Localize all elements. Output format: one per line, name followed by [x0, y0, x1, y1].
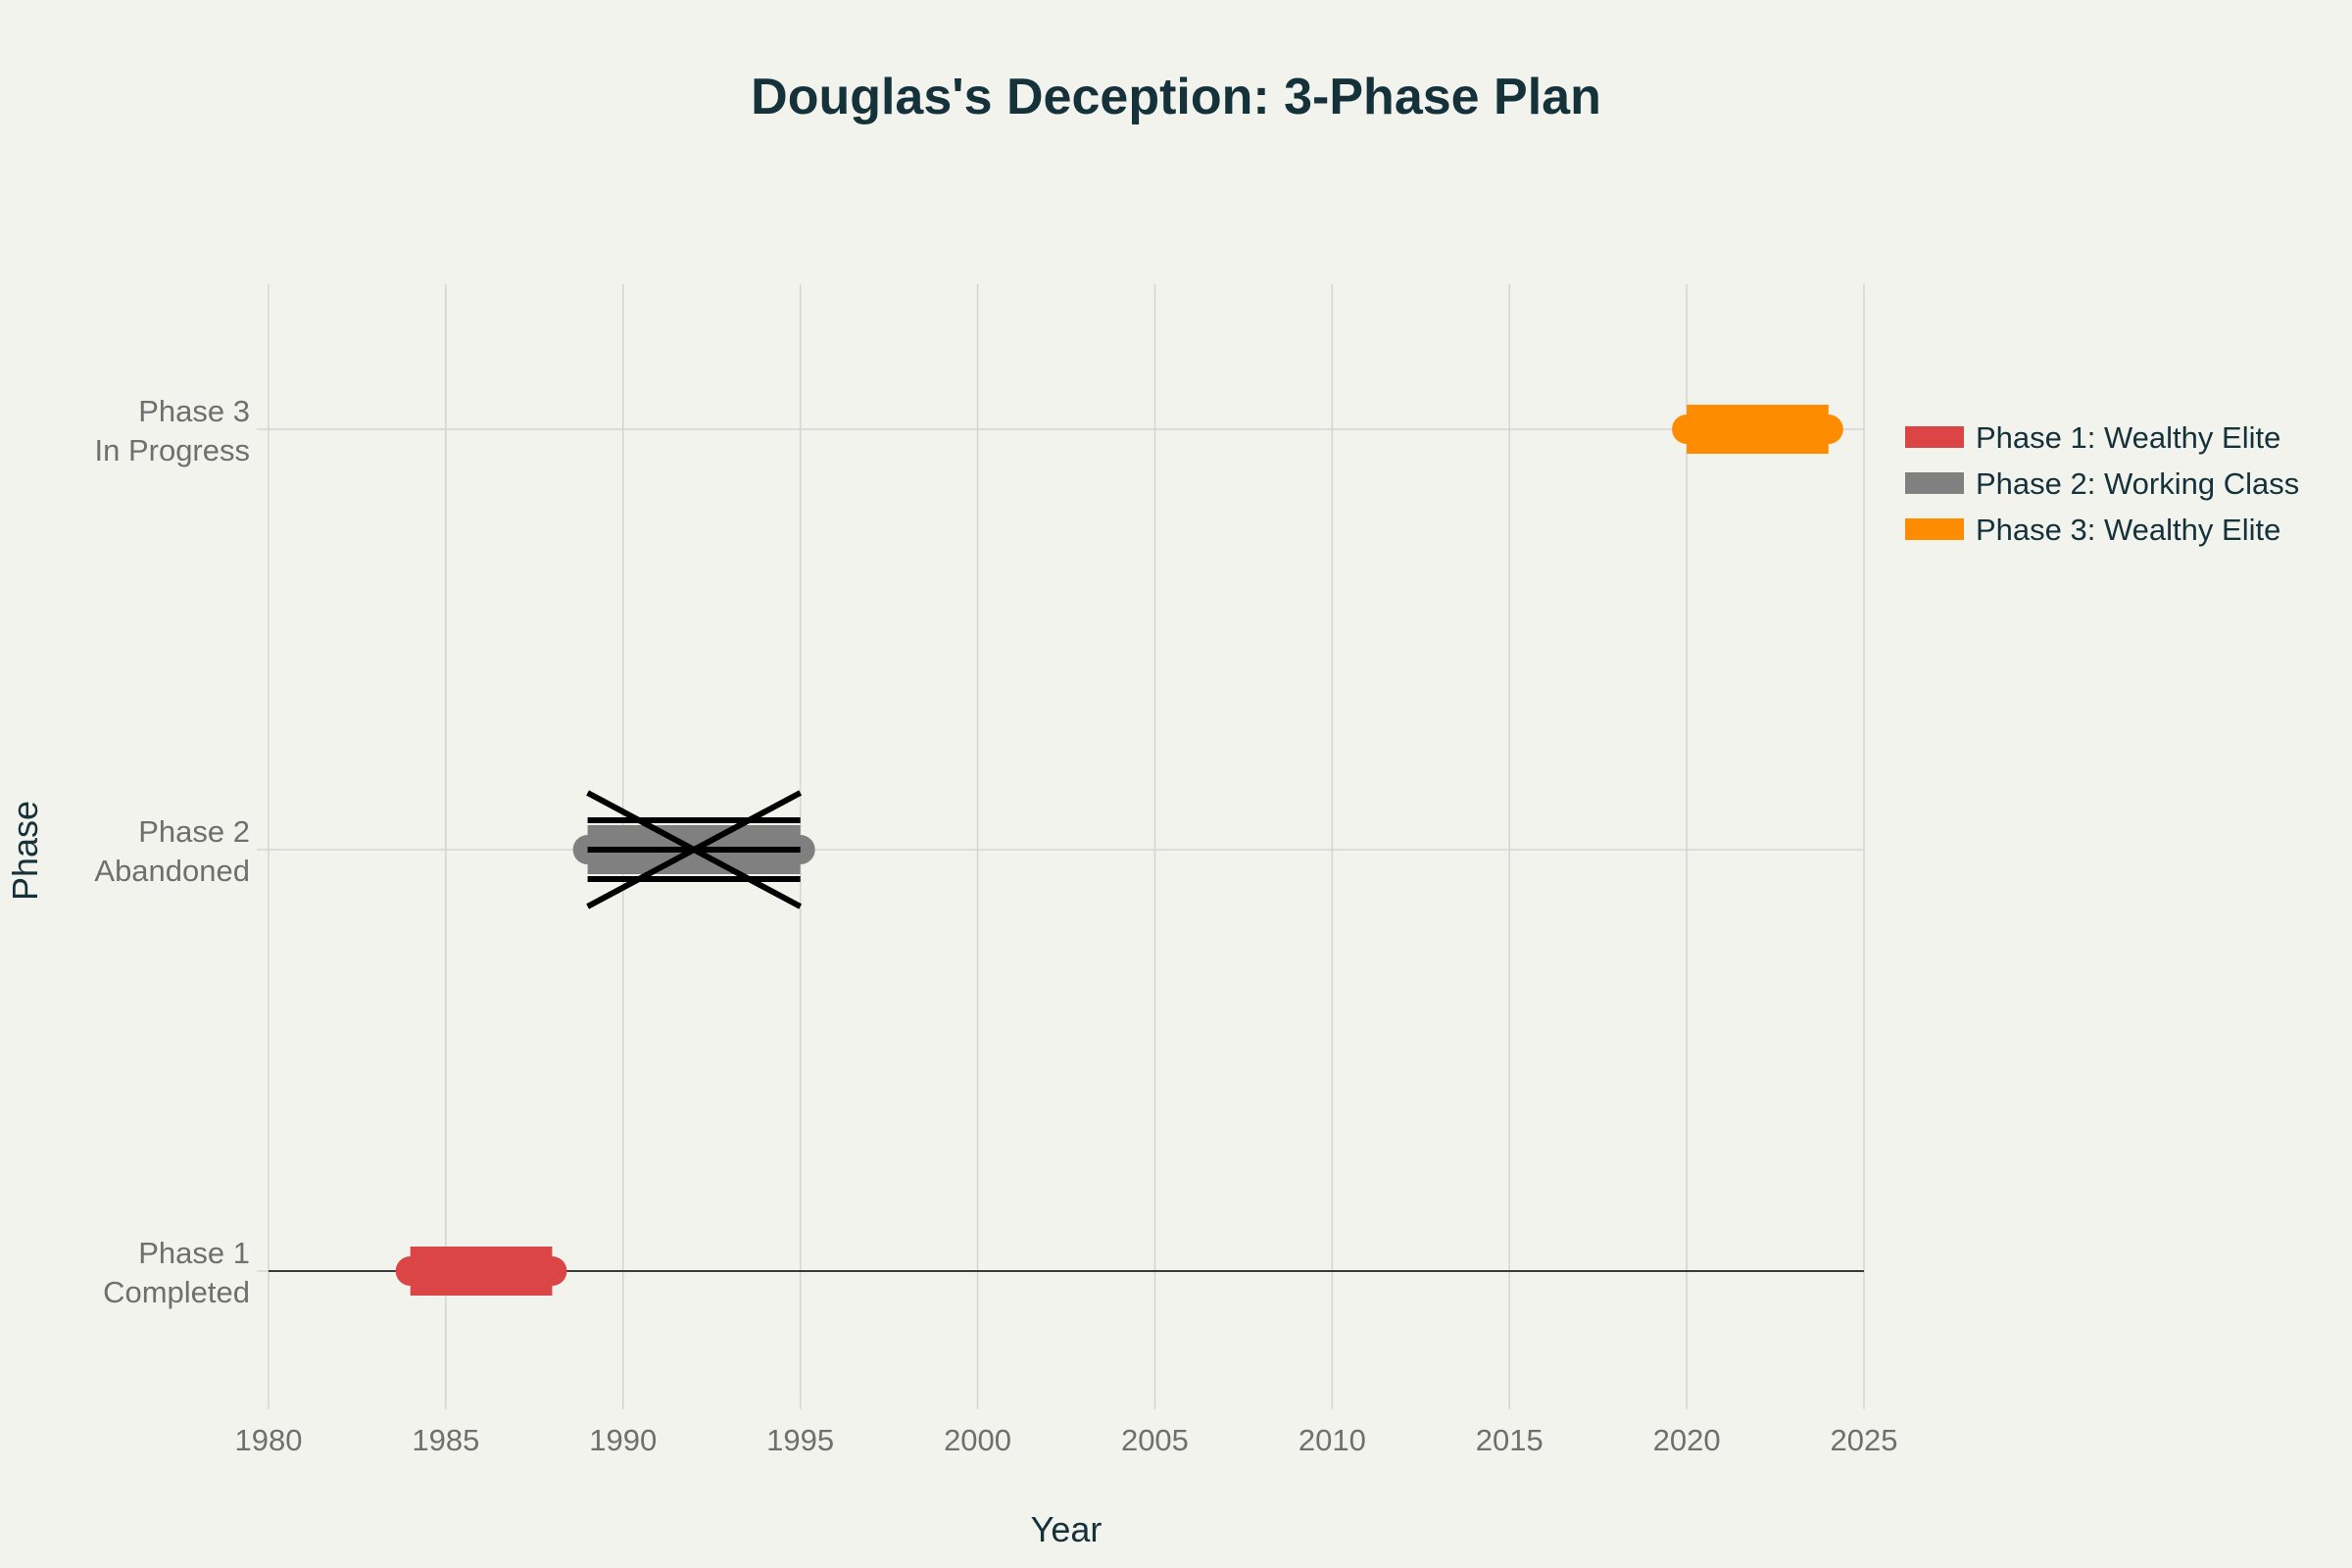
y-axis-title: Phase	[5, 801, 45, 901]
y-tick-label-phase: Phase 2	[138, 814, 250, 849]
phase-bar-group	[1672, 405, 1843, 454]
x-tick-label: 1995	[766, 1423, 834, 1457]
chart-title: Douglas's Deception: 3-Phase Plan	[751, 69, 1601, 125]
y-tick-label-status: Abandoned	[94, 854, 250, 888]
legend-item: Phase 1: Wealthy Elite	[1905, 420, 2280, 455]
legend-label: Phase 3: Wealthy Elite	[1976, 513, 2280, 547]
phase-bars	[395, 405, 1843, 1296]
x-axis-title: Year	[1031, 1509, 1102, 1549]
legend-item: Phase 3: Wealthy Elite	[1905, 513, 2280, 547]
phase-bar	[1687, 405, 1829, 454]
grid-lines	[257, 284, 1865, 1409]
legend-label: Phase 1: Wealthy Elite	[1976, 420, 2280, 455]
legend-label: Phase 2: Working Class	[1976, 466, 2299, 501]
phase-bar-group	[572, 790, 815, 909]
y-tick-label-status: In Progress	[94, 433, 250, 467]
x-tick-label: 2000	[944, 1423, 1011, 1457]
x-tick-label: 1980	[235, 1423, 303, 1457]
y-tick-labels: Phase 1 Completed Phase 2 Abandoned Phase 3 I…	[94, 394, 250, 1309]
x-tick-label: 1985	[412, 1423, 479, 1457]
x-tick-label: 2010	[1298, 1423, 1366, 1457]
y-tick-label-status: Completed	[103, 1275, 250, 1309]
x-tick-label: 1990	[589, 1423, 657, 1457]
legend: Phase 1: Wealthy Elite Phase 2: Working C…	[1905, 420, 2299, 547]
phase-bar-group	[395, 1247, 567, 1296]
legend-item: Phase 2: Working Class	[1905, 466, 2299, 501]
x-tick-label: 2025	[1831, 1423, 1898, 1457]
phase-bar	[410, 1247, 553, 1296]
x-tick-label: 2015	[1476, 1423, 1544, 1457]
cross-line	[586, 790, 803, 909]
legend-swatch	[1905, 472, 1964, 494]
cross-out-marks	[586, 790, 803, 909]
x-tick-label: 2020	[1653, 1423, 1721, 1457]
y-tick-label-phase: Phase 1	[138, 1236, 250, 1270]
legend-swatch	[1905, 426, 1964, 448]
y-tick-label-phase: Phase 3	[138, 394, 250, 428]
legend-swatch	[1905, 518, 1964, 540]
x-tick-label: 2005	[1121, 1423, 1189, 1457]
x-tick-labels: 1980 1985 1990 1995 2000 2005 2010 2015 2020 2025	[235, 1423, 1898, 1457]
